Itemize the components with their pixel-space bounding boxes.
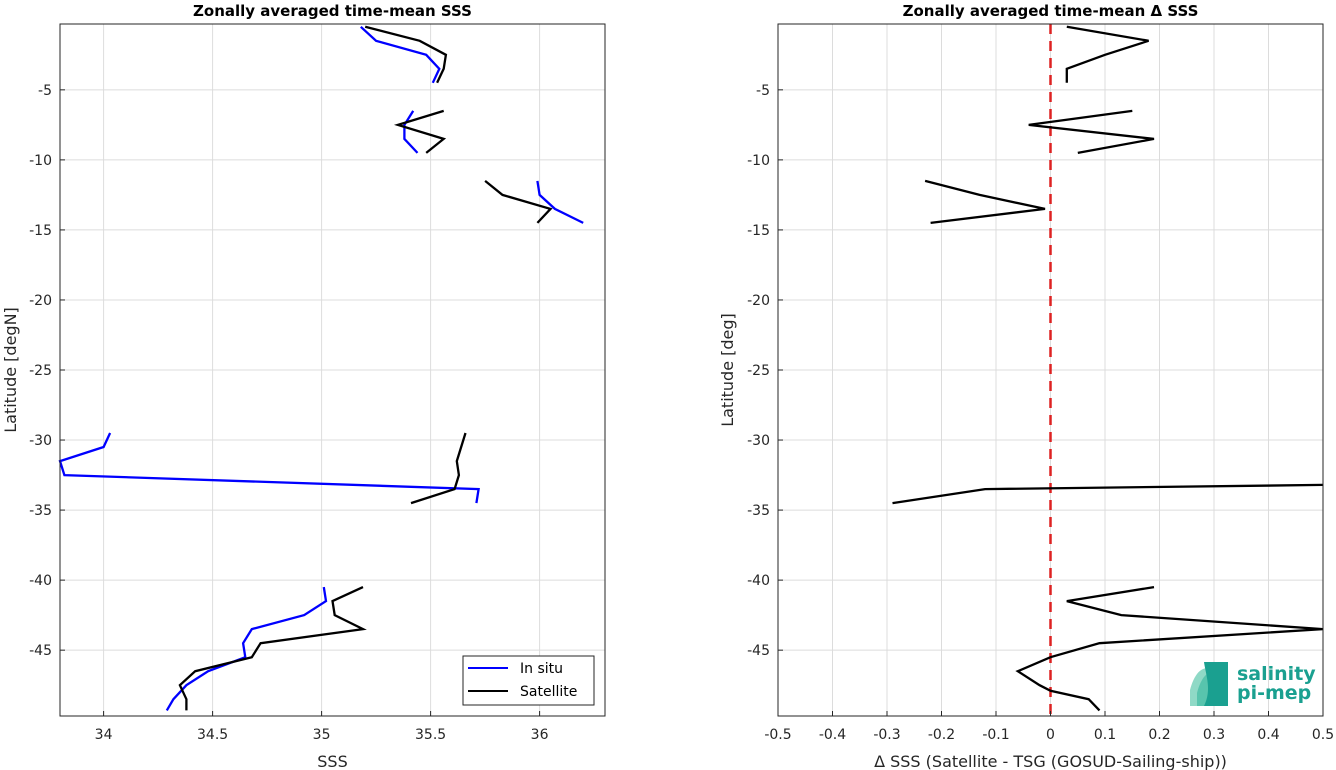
x-tick-label: 0.4 bbox=[1257, 727, 1279, 743]
y-tick-label: -30 bbox=[747, 433, 770, 449]
x-tick-label: 34.5 bbox=[197, 727, 228, 743]
y-tick-label: -40 bbox=[747, 573, 770, 589]
wave-logo-icon bbox=[1190, 662, 1228, 706]
left-chart-panel: 34 34.5 35 35.5 36 -5 -10 -15 -20 -25 -30 -35 -40 -45… bbox=[1, 2, 606, 770]
left-x-axis-label: SSS bbox=[317, 752, 347, 770]
x-tick-label: 34 bbox=[95, 727, 113, 743]
y-tick-label: -10 bbox=[29, 153, 52, 169]
x-tick-label: -0.3 bbox=[873, 727, 900, 743]
y-tick-label: -35 bbox=[747, 503, 770, 519]
x-tick-label: 35.5 bbox=[415, 727, 446, 743]
y-tick-label: -5 bbox=[756, 83, 770, 99]
y-tick-label: -10 bbox=[747, 153, 770, 169]
logo-text-pi-mep: pi-mep bbox=[1237, 682, 1311, 704]
legend-box bbox=[462, 655, 595, 706]
left-y-axis-label: Latitude [degN] bbox=[1, 307, 20, 433]
satellite-series-line-segment bbox=[484, 180, 553, 224]
right-grid bbox=[777, 24, 1324, 716]
x-tick-label: -0.1 bbox=[982, 727, 1009, 743]
x-tick-label: 0.5 bbox=[1312, 727, 1334, 743]
right-chart-panel: -0.5 -0.4 -0.3 -0.2 -0.1 0 0.1 0.2 0.3 0.4 0.5 -5 -1… bbox=[718, 2, 1334, 770]
delta-series-line-segment bbox=[1028, 109, 1155, 155]
left-grid bbox=[60, 24, 605, 716]
right-x-axis-label: Δ SSS (Satellite - TSG (GOSUD-Sailing-sh… bbox=[874, 752, 1227, 770]
y-tick-label: -25 bbox=[747, 363, 770, 379]
y-tick-label: -20 bbox=[747, 293, 770, 309]
left-chart-title: Zonally averaged time-mean SSS bbox=[193, 2, 472, 20]
right-ticks: -0.5 -0.4 -0.3 -0.2 -0.1 0 0.1 0.2 0.3 0.4 0.5 -5 -1… bbox=[747, 83, 1334, 743]
legend: In situ Satellite bbox=[462, 655, 595, 706]
satellite-series-line-segment bbox=[410, 432, 467, 505]
in-situ-series-line-segment bbox=[165, 586, 328, 711]
in-situ-series-line-segment bbox=[536, 180, 584, 224]
left-series-lines bbox=[58, 25, 584, 711]
y-tick-label: -30 bbox=[29, 433, 52, 449]
delta-series-line-segment bbox=[1015, 585, 1324, 712]
y-tick-label: -40 bbox=[29, 573, 52, 589]
satellite-series-line-segment bbox=[178, 586, 367, 711]
delta-series-line-segment bbox=[924, 179, 1046, 225]
logo-text-salinity: salinity bbox=[1237, 663, 1316, 685]
left-ticks: 34 34.5 35 35.5 36 -5 -10 -15 -20 -25 -30 -35 -40 -45 bbox=[29, 83, 548, 743]
y-tick-label: -5 bbox=[38, 83, 52, 99]
satellite-series-line-segment bbox=[393, 109, 447, 154]
y-tick-label: -20 bbox=[29, 293, 52, 309]
legend-label-in-situ: In situ bbox=[520, 661, 563, 677]
x-tick-label: 35 bbox=[313, 727, 331, 743]
salinity-pi-mep-logo: salinity pi-mep bbox=[1190, 662, 1316, 706]
x-tick-label: -0.4 bbox=[819, 727, 846, 743]
y-tick-label: -15 bbox=[29, 223, 52, 239]
x-tick-label: 0.1 bbox=[1094, 727, 1116, 743]
right-y-axis-label: Latitude [deg] bbox=[718, 313, 737, 427]
right-chart-title: Zonally averaged time-mean Δ SSS bbox=[903, 2, 1199, 20]
legend-label-satellite: Satellite bbox=[520, 684, 577, 700]
y-tick-label: -45 bbox=[747, 643, 770, 659]
x-tick-label: 0.2 bbox=[1148, 727, 1170, 743]
y-tick-label: -35 bbox=[29, 503, 52, 519]
y-tick-label: -15 bbox=[747, 223, 770, 239]
in-situ-series-line-segment bbox=[360, 25, 441, 84]
in-situ-series-line-segment bbox=[403, 110, 419, 154]
delta-series-line-segment bbox=[1065, 25, 1149, 83]
in-situ-series-line-segment bbox=[58, 432, 480, 504]
right-series-lines bbox=[892, 24, 1324, 716]
x-tick-label: 0.3 bbox=[1203, 727, 1225, 743]
y-tick-label: -25 bbox=[29, 363, 52, 379]
x-tick-label: 36 bbox=[531, 727, 549, 743]
y-tick-label: -45 bbox=[29, 643, 52, 659]
x-tick-label: 0 bbox=[1046, 727, 1055, 743]
satellite-series-line-segment bbox=[364, 25, 448, 84]
x-tick-label: -0.2 bbox=[928, 727, 955, 743]
delta-series-line-segment bbox=[892, 483, 1324, 505]
x-tick-label: -0.5 bbox=[764, 727, 791, 743]
